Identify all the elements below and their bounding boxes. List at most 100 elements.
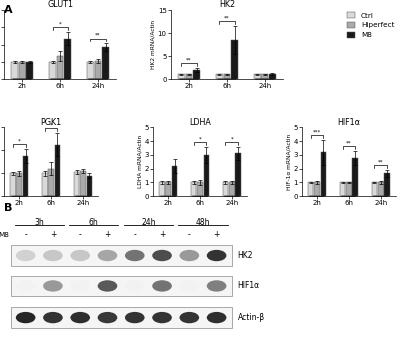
Ellipse shape (43, 312, 63, 323)
Title: HIF1α: HIF1α (337, 118, 360, 126)
Ellipse shape (43, 280, 63, 292)
Ellipse shape (207, 312, 226, 323)
Bar (178, 74, 185, 79)
Bar (48, 169, 54, 196)
Title: GLUT1: GLUT1 (47, 0, 73, 9)
Bar (231, 40, 238, 79)
Bar (384, 173, 390, 196)
Ellipse shape (98, 312, 117, 323)
Text: -: - (133, 230, 136, 239)
Text: A: A (4, 5, 13, 15)
Text: +: + (159, 230, 165, 239)
Text: **: ** (95, 33, 101, 38)
Text: +: + (50, 230, 56, 239)
Bar (19, 62, 26, 79)
Text: **: ** (378, 159, 384, 164)
Ellipse shape (180, 280, 199, 292)
Text: *: * (59, 22, 62, 26)
Bar (86, 175, 92, 196)
Bar (172, 166, 177, 196)
Bar (340, 183, 345, 196)
Bar (186, 74, 192, 79)
Text: ***: *** (313, 129, 321, 134)
Y-axis label: HK2 mRNA/Actin: HK2 mRNA/Actin (150, 20, 156, 69)
Ellipse shape (152, 312, 172, 323)
Ellipse shape (125, 312, 144, 323)
Text: 6h: 6h (89, 218, 99, 227)
Ellipse shape (180, 250, 199, 261)
Bar (254, 74, 260, 79)
Bar (11, 245, 232, 266)
Text: *: * (50, 122, 52, 127)
Bar (346, 183, 352, 196)
Bar (95, 61, 101, 79)
Ellipse shape (70, 250, 90, 261)
Ellipse shape (207, 250, 226, 261)
Ellipse shape (70, 312, 90, 323)
Y-axis label: HIF-1α mRNA/Actin: HIF-1α mRNA/Actin (286, 134, 291, 190)
Bar (262, 74, 268, 79)
Text: **: ** (346, 140, 352, 145)
Text: 3h: 3h (34, 218, 44, 227)
Text: *: * (199, 136, 201, 141)
Bar (42, 173, 48, 196)
Bar (223, 183, 228, 196)
Text: +: + (214, 230, 220, 239)
Ellipse shape (16, 312, 36, 323)
Bar (197, 183, 203, 196)
Title: HK2: HK2 (219, 0, 235, 9)
Bar (191, 183, 196, 196)
Title: PGK1: PGK1 (40, 118, 62, 126)
Ellipse shape (180, 312, 199, 323)
Bar (49, 62, 56, 79)
Text: **: ** (224, 16, 230, 21)
Text: HK2: HK2 (238, 251, 253, 260)
Ellipse shape (16, 250, 36, 261)
Bar (352, 158, 358, 196)
Bar (80, 171, 86, 196)
Bar (23, 156, 28, 196)
Bar (11, 307, 232, 328)
Bar (236, 153, 241, 196)
Ellipse shape (43, 250, 63, 261)
Ellipse shape (125, 250, 144, 261)
Ellipse shape (152, 250, 172, 261)
Text: -: - (188, 230, 191, 239)
Text: +: + (104, 230, 111, 239)
Bar (55, 145, 60, 196)
Bar (321, 152, 326, 196)
Text: **: ** (186, 57, 192, 62)
Ellipse shape (98, 250, 117, 261)
Text: 24h: 24h (141, 218, 156, 227)
Bar (204, 155, 209, 196)
Text: 48h: 48h (196, 218, 210, 227)
Bar (57, 56, 64, 79)
Text: Actin-β: Actin-β (238, 313, 265, 322)
Bar (64, 39, 71, 79)
Bar (102, 47, 109, 79)
Text: *: * (230, 136, 233, 141)
Bar (308, 183, 314, 196)
Text: -: - (79, 230, 82, 239)
Bar (314, 183, 320, 196)
Bar (11, 275, 232, 296)
Ellipse shape (207, 280, 226, 292)
Text: M8: M8 (0, 232, 10, 238)
Text: -: - (24, 230, 27, 239)
Y-axis label: LDHA mRNA/Actin: LDHA mRNA/Actin (137, 135, 142, 188)
Ellipse shape (16, 280, 36, 292)
Bar (269, 74, 276, 79)
Ellipse shape (98, 280, 117, 292)
Text: *: * (18, 139, 21, 144)
Ellipse shape (125, 280, 144, 292)
Ellipse shape (70, 280, 90, 292)
Title: LDHA: LDHA (189, 118, 211, 126)
Bar (159, 183, 164, 196)
Bar (216, 74, 223, 79)
Bar (193, 70, 200, 79)
Bar (229, 183, 235, 196)
Text: B: B (4, 203, 12, 213)
Bar (372, 183, 377, 196)
Bar (224, 74, 230, 79)
Text: HIF1α: HIF1α (238, 282, 260, 290)
